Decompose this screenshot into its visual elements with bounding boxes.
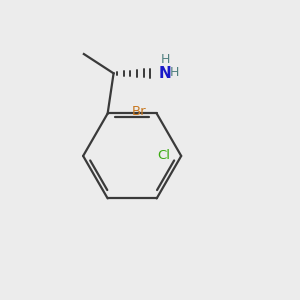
Text: H: H xyxy=(170,66,179,79)
Text: Cl: Cl xyxy=(158,149,170,162)
Text: N: N xyxy=(158,66,171,81)
Text: Br: Br xyxy=(132,106,147,118)
Text: H: H xyxy=(160,53,170,67)
